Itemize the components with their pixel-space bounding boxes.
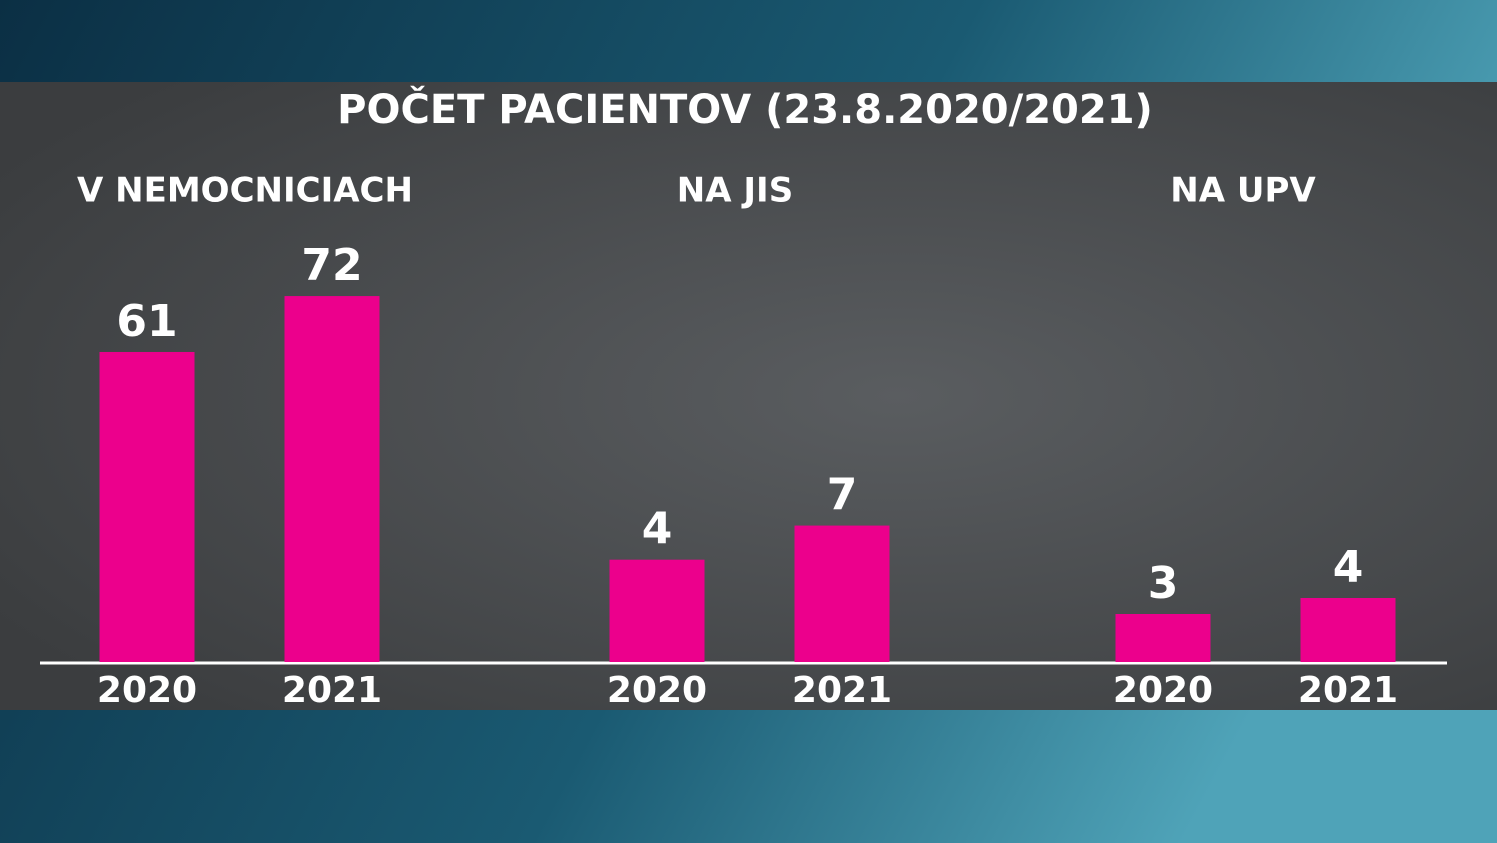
panel-title: V NEMOCNICIACH <box>77 171 413 211</box>
bar <box>1300 598 1396 662</box>
x-tick-label: 2020 <box>97 670 197 711</box>
value-label: 4 <box>642 504 673 555</box>
x-tick-label: 2021 <box>282 670 382 711</box>
x-tick-label: 2021 <box>792 670 892 711</box>
value-label: 7 <box>827 470 858 521</box>
panel-title: NA JIS <box>677 171 793 211</box>
x-tick-label: 2020 <box>1113 670 1213 711</box>
bar <box>1115 614 1211 662</box>
value-label: 4 <box>1333 542 1364 593</box>
bar <box>794 525 890 662</box>
x-tick-label: 2020 <box>607 670 707 711</box>
value-label: 72 <box>301 240 362 291</box>
value-label: 61 <box>116 296 177 347</box>
x-tick-label: 2021 <box>1298 670 1398 711</box>
bar <box>609 559 705 662</box>
panel <box>0 82 1497 710</box>
main-title: POČET PACIENTOV (23.8.2020/2021) <box>337 85 1153 133</box>
bar <box>284 296 380 662</box>
bar <box>99 351 195 662</box>
value-label: 3 <box>1148 558 1179 609</box>
panel-title: NA UPV <box>1170 171 1316 211</box>
